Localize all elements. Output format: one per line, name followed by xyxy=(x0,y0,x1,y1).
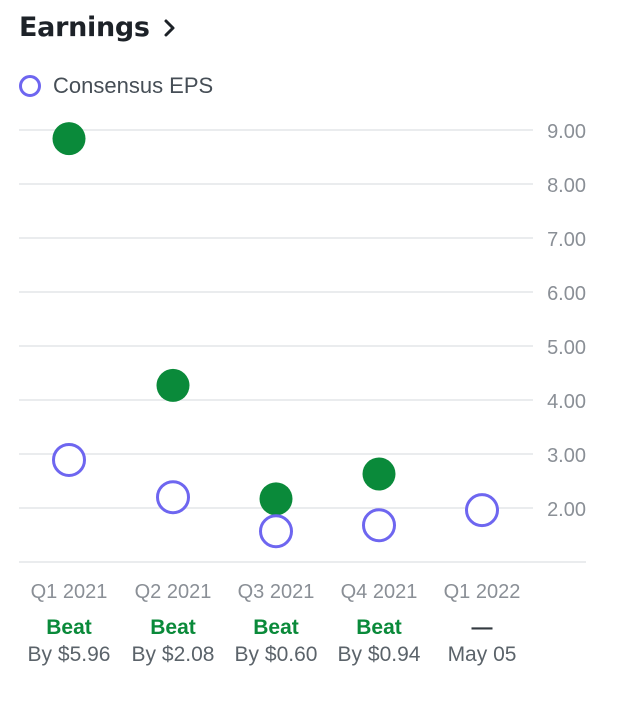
x-tick-label: Q1 2022 xyxy=(444,581,521,603)
chart-legend: Consensus EPS xyxy=(19,73,213,99)
y-tick-label: 6.00 xyxy=(547,283,586,305)
result-detail: By $0.60 xyxy=(235,643,318,666)
consensus-eps-point xyxy=(362,508,396,543)
x-tick-label: Q1 2021 xyxy=(31,581,108,603)
actual-eps-point xyxy=(362,457,396,491)
x-tick-label: Q4 2021 xyxy=(341,581,418,603)
legend-label: Consensus EPS xyxy=(53,73,214,98)
actual-eps-point xyxy=(52,122,86,156)
x-tick-label: Q3 2021 xyxy=(238,581,315,603)
y-tick-label: 5.00 xyxy=(547,337,586,359)
consensus-eps-legend-marker xyxy=(19,75,41,97)
section-title: Earnings xyxy=(19,12,150,43)
actual-eps-point xyxy=(259,482,293,516)
y-tick-label: 7.00 xyxy=(547,229,586,251)
result-detail: By $0.94 xyxy=(338,643,421,666)
y-tick-label: 8.00 xyxy=(547,175,586,197)
consensus-eps-point xyxy=(52,442,86,477)
y-tick-label: 2.00 xyxy=(547,499,586,521)
result-label: Beat xyxy=(253,616,299,639)
result-detail: By $5.96 xyxy=(28,643,111,666)
y-tick-label: 3.00 xyxy=(547,445,586,467)
x-tick-label: Q2 2021 xyxy=(135,581,212,603)
result-detail: May 05 xyxy=(448,643,517,666)
chevron-right-icon xyxy=(164,19,175,36)
actual-eps-point xyxy=(156,368,190,402)
y-tick-label: 9.00 xyxy=(547,121,586,143)
earnings-header-link[interactable]: Earnings xyxy=(19,12,178,43)
result-label: Beat xyxy=(356,616,402,639)
y-tick-label: 4.00 xyxy=(547,391,586,413)
consensus-eps-point xyxy=(156,480,190,515)
result-detail: By $2.08 xyxy=(132,643,215,666)
result-label: — xyxy=(472,616,493,639)
result-label: Beat xyxy=(46,616,92,639)
consensus-eps-point xyxy=(259,514,293,549)
consensus-eps-point xyxy=(465,493,499,528)
result-label: Beat xyxy=(150,616,196,639)
